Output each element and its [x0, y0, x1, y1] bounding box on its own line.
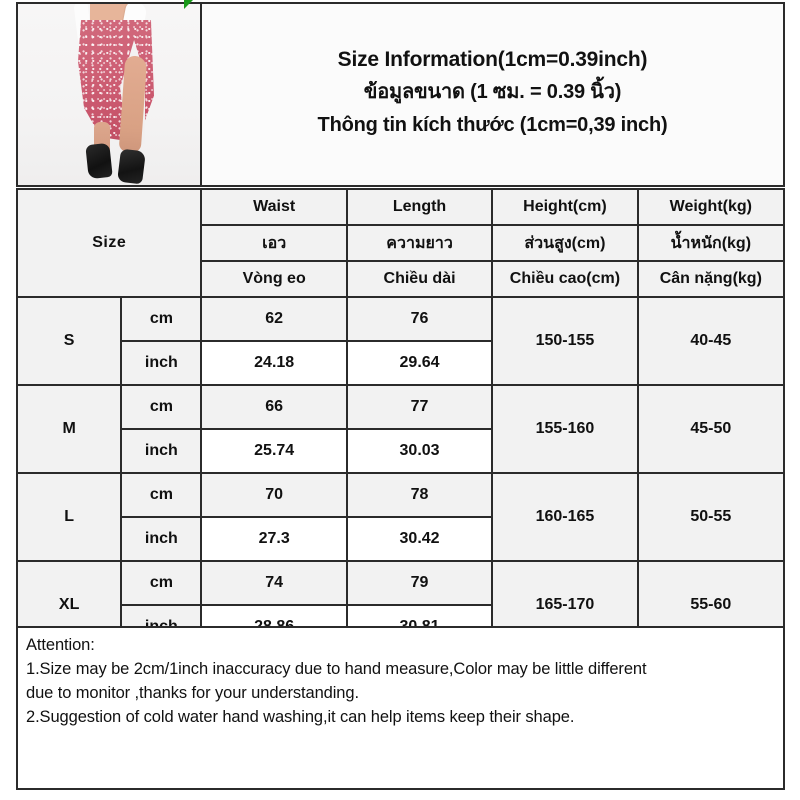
table-header-row-th: เอว ความยาว ส่วนสูง(cm) น้ำหนัก(kg): [17, 224, 786, 262]
green-triangle-marker-icon: [184, 0, 193, 9]
col-header-height-th: ส่วนสูง(cm): [491, 224, 639, 262]
length-inch-l: 30.42: [345, 516, 494, 562]
left-ankle-boot: [85, 142, 113, 180]
product-photo-cell: [18, 4, 202, 185]
title-vietnamese: Thông tin kích thước (1cm=0,39 inch): [317, 114, 668, 136]
table-row: M cm 66 77 155-160 45-50: [15, 384, 786, 474]
waist-cm-s: 62: [200, 296, 348, 342]
unit-cm-m: cm: [120, 384, 203, 430]
attention-box: Attention: 1.Size may be 2cm/1inch inacc…: [16, 626, 785, 790]
size-label-m: M: [15, 384, 123, 474]
table-row: L cm 70 78 160-165 50-55: [15, 472, 786, 562]
col-header-weight-vi: Cân nặng(kg): [636, 260, 786, 298]
col-header-height-vi: Chiều cao(cm): [491, 260, 639, 298]
waist-cm-xl: 74: [200, 560, 348, 606]
height-m: 155-160: [491, 384, 639, 474]
length-inch-s: 29.64: [345, 340, 494, 386]
right-ankle-boot: [117, 148, 146, 185]
col-header-length-en: Length: [345, 188, 494, 226]
weight-m: 45-50: [636, 384, 786, 474]
table-row: XL cm 74 79 165-170 55-60: [15, 560, 786, 650]
col-header-waist-en: Waist: [200, 188, 348, 226]
length-cm-m: 77: [345, 384, 494, 430]
unit-inch-l: inch: [120, 516, 203, 562]
height-l: 160-165: [491, 472, 639, 562]
length-inch-m: 30.03: [345, 428, 494, 474]
table-row: inch 25.74 30.03: [17, 428, 784, 474]
height-s: 150-155: [491, 296, 639, 386]
title-english: Size Information(1cm=0.39inch): [337, 48, 648, 71]
length-cm-s: 76: [345, 296, 494, 342]
unit-cm-s: cm: [120, 296, 203, 342]
waist-inch-l: 27.3: [200, 516, 348, 562]
attention-line-3: 2.Suggestion of cold water hand washing,…: [26, 708, 575, 726]
size-column-header: Size: [15, 188, 203, 298]
weight-l: 50-55: [636, 472, 786, 562]
unit-cm-xl: cm: [120, 560, 203, 606]
waist-cm-l: 70: [200, 472, 348, 518]
header-band: Size Information(1cm=0.39inch) ข้อมูลขนา…: [16, 2, 785, 187]
unit-cm-l: cm: [120, 472, 203, 518]
table-row: inch 27.3 30.42: [17, 516, 784, 562]
weight-s: 40-45: [636, 296, 786, 386]
title-cell: Size Information(1cm=0.39inch) ข้อมูลขนา…: [202, 4, 783, 185]
size-label-s: S: [15, 296, 123, 386]
col-header-weight-en: Weight(kg): [636, 188, 786, 226]
waist-cm-m: 66: [200, 384, 348, 430]
size-label-l: L: [15, 472, 123, 562]
length-cm-l: 78: [345, 472, 494, 518]
length-cm-xl: 79: [345, 560, 494, 606]
table-header-row-en: Size Waist Length Height(cm) Weight(kg): [15, 188, 786, 298]
size-table: Size Waist Length Height(cm) Weight(kg) …: [15, 188, 786, 650]
col-header-length-th: ความยาว: [345, 224, 494, 262]
attention-heading: Attention:: [26, 636, 95, 654]
table-row: S cm 62 76 150-155 40-45: [15, 296, 786, 386]
title-thai: ข้อมูลขนาด (1 ซม. = 0.39 นิ้ว): [363, 81, 622, 103]
col-header-height-en: Height(cm): [491, 188, 639, 226]
col-header-waist-vi: Vòng eo: [200, 260, 348, 298]
product-photo: [18, 4, 200, 185]
table-header-row-vi: Vòng eo Chiều dài Chiều cao(cm) Cân nặng…: [17, 260, 786, 298]
waist-inch-s: 24.18: [200, 340, 348, 386]
col-header-weight-th: น้ำหนัก(kg): [636, 224, 786, 262]
col-header-waist-th: เอว: [200, 224, 348, 262]
attention-line-2: due to monitor ,thanks for your understa…: [26, 684, 359, 702]
waist-inch-m: 25.74: [200, 428, 348, 474]
unit-inch-s: inch: [120, 340, 203, 386]
attention-line-1: 1.Size may be 2cm/1inch inaccuracy due t…: [26, 660, 647, 678]
unit-inch-m: inch: [120, 428, 203, 474]
col-header-length-vi: Chiều dài: [345, 260, 494, 298]
table-row: inch 24.18 29.64: [17, 340, 784, 386]
